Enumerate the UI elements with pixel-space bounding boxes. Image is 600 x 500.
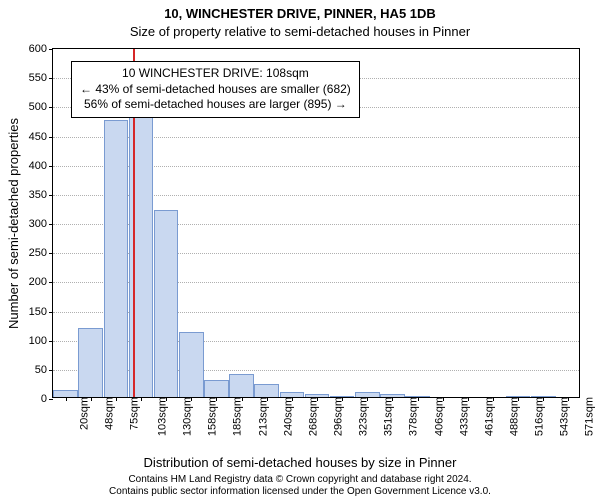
xtick-mark	[518, 397, 519, 401]
xtick-mark	[216, 397, 217, 401]
y-axis-label: Number of semi-detached properties	[6, 118, 21, 329]
histogram-bar	[179, 332, 204, 397]
xtick-mark	[342, 397, 343, 401]
xtick-label: 461sqm	[479, 397, 495, 436]
xtick-label: 75sqm	[124, 397, 140, 430]
histogram-bar	[204, 380, 229, 398]
xtick-mark	[292, 397, 293, 401]
histogram-bar	[53, 390, 78, 397]
chart-container: 10, WINCHESTER DRIVE, PINNER, HA5 1DB Si…	[0, 0, 600, 500]
xtick-label: 516sqm	[530, 397, 546, 436]
xtick-mark	[191, 397, 192, 401]
xtick-label: 296sqm	[329, 397, 345, 436]
footer-line-2: Contains public sector information licen…	[0, 486, 600, 498]
ytick-label: 500	[29, 101, 53, 113]
title-line-1: 10, WINCHESTER DRIVE, PINNER, HA5 1DB	[0, 6, 600, 21]
xtick-label: 48sqm	[99, 397, 115, 430]
ytick-label: 200	[29, 276, 53, 288]
xtick-mark	[267, 397, 268, 401]
title-line-2: Size of property relative to semi-detach…	[0, 24, 600, 39]
info-line-2: ← 43% of semi-detached houses are smalle…	[80, 82, 351, 98]
xtick-label: 103sqm	[153, 397, 169, 436]
histogram-bar	[78, 328, 103, 397]
ytick-label: 100	[29, 335, 53, 347]
x-axis-label: Distribution of semi-detached houses by …	[0, 455, 600, 470]
xtick-label: 130sqm	[178, 397, 194, 436]
ytick-label: 450	[29, 131, 53, 143]
xtick-label: 433sqm	[454, 397, 470, 436]
xtick-label: 268sqm	[303, 397, 319, 436]
xtick-label: 158sqm	[203, 397, 219, 436]
ytick-label: 0	[41, 393, 53, 405]
xtick-mark	[468, 397, 469, 401]
xtick-mark	[443, 397, 444, 401]
xtick-label: 323sqm	[354, 397, 370, 436]
plot-area: 05010015020025030035040045050055060020sq…	[52, 48, 580, 398]
xtick-mark	[66, 397, 67, 401]
histogram-bar	[104, 120, 129, 397]
histogram-bar	[154, 210, 179, 397]
xtick-mark	[367, 397, 368, 401]
xtick-label: 543sqm	[555, 397, 571, 436]
ytick-label: 300	[29, 218, 53, 230]
xtick-mark	[418, 397, 419, 401]
info-box: 10 WINCHESTER DRIVE: 108sqm ← 43% of sem…	[71, 61, 360, 118]
xtick-label: 20sqm	[74, 397, 90, 430]
ytick-label: 550	[29, 72, 53, 84]
xtick-label: 185sqm	[228, 397, 244, 436]
xtick-mark	[141, 397, 142, 401]
ytick-label: 350	[29, 189, 53, 201]
xtick-mark	[317, 397, 318, 401]
histogram-bar	[229, 374, 254, 397]
xtick-mark	[91, 397, 92, 401]
xtick-label: 378sqm	[404, 397, 420, 436]
ytick-label: 600	[29, 43, 53, 55]
ytick-label: 400	[29, 160, 53, 172]
ytick-label: 50	[35, 364, 53, 376]
info-line-3: 56% of semi-detached houses are larger (…	[80, 97, 351, 113]
footer-line-1: Contains HM Land Registry data © Crown c…	[0, 474, 600, 486]
xtick-mark	[392, 397, 393, 401]
xtick-label: 351sqm	[379, 397, 395, 436]
xtick-mark	[493, 397, 494, 401]
xtick-label: 406sqm	[429, 397, 445, 436]
xtick-mark	[116, 397, 117, 401]
xtick-mark	[568, 397, 569, 401]
histogram-bar	[254, 384, 279, 397]
xtick-label: 571sqm	[580, 397, 596, 436]
ytick-label: 150	[29, 306, 53, 318]
xtick-label: 213sqm	[253, 397, 269, 436]
xtick-label: 488sqm	[505, 397, 521, 436]
xtick-mark	[166, 397, 167, 401]
xtick-mark	[543, 397, 544, 401]
ytick-label: 250	[29, 247, 53, 259]
info-line-1: 10 WINCHESTER DRIVE: 108sqm	[80, 66, 351, 82]
xtick-mark	[242, 397, 243, 401]
footer: Contains HM Land Registry data © Crown c…	[0, 474, 600, 498]
xtick-label: 240sqm	[278, 397, 294, 436]
